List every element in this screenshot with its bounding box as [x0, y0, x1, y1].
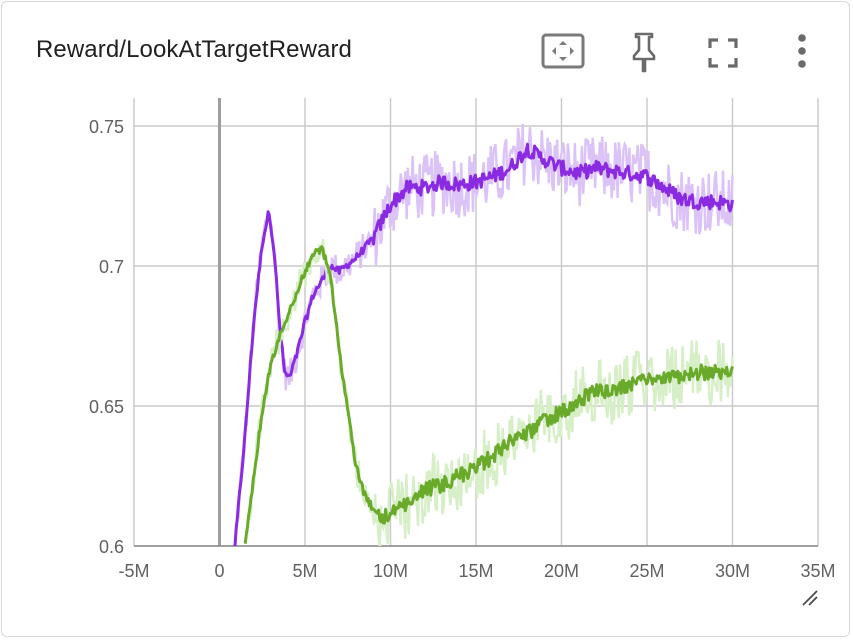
x-tick-label: 30M	[715, 561, 750, 581]
fit-domain-icon[interactable]	[540, 30, 586, 72]
x-tick-label: 20M	[544, 561, 579, 581]
y-tick-label: 0.6	[99, 537, 124, 557]
chart-title: Reward/LookAtTargetReward	[36, 36, 352, 63]
resize-handle-icon[interactable]	[800, 588, 820, 608]
x-tick-label: -5M	[119, 561, 150, 581]
pin-icon[interactable]	[626, 30, 662, 74]
x-tick-label: 10M	[373, 561, 408, 581]
series-smoothed-line	[233, 142, 734, 546]
y-tick-label: 0.75	[89, 117, 124, 137]
series-raw-line	[233, 123, 734, 541]
y-tick-label: 0.65	[89, 397, 124, 417]
y-tick-label: 0.7	[99, 257, 124, 277]
x-tick-label: 15M	[458, 561, 493, 581]
x-tick-label: 35M	[800, 561, 835, 581]
series-smoothed-line	[243, 245, 734, 544]
fullscreen-icon[interactable]	[706, 36, 740, 70]
x-tick-label: 5M	[292, 561, 317, 581]
x-tick-label: 0	[214, 561, 224, 581]
x-tick-label: 25M	[629, 561, 664, 581]
series-raw-line	[244, 238, 734, 546]
more-vert-icon[interactable]	[792, 32, 812, 72]
